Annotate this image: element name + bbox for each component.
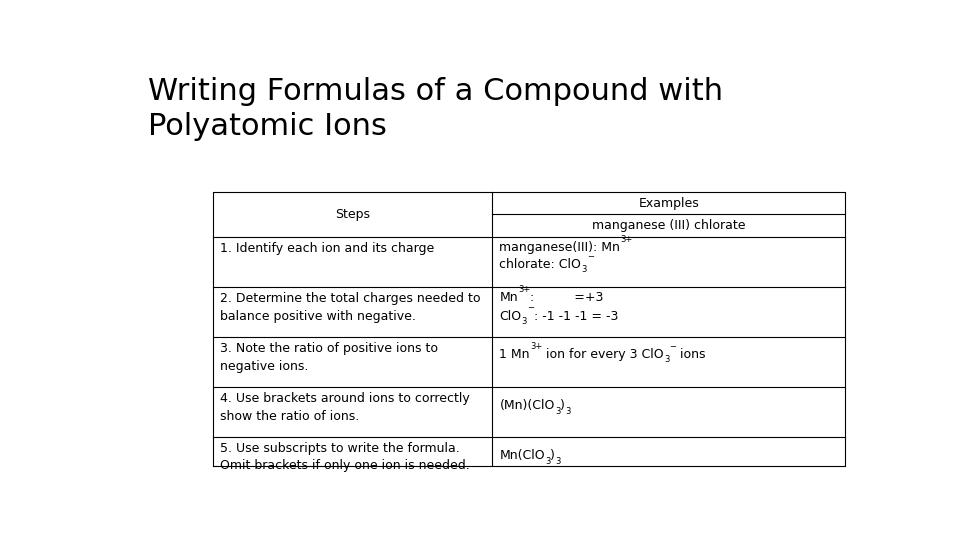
Text: 3: 3: [545, 456, 550, 465]
Text: chlorate: ClO: chlorate: ClO: [499, 258, 582, 271]
Text: (Mn)(ClO: (Mn)(ClO: [499, 400, 555, 413]
Text: 3: 3: [582, 266, 587, 274]
Text: Steps: Steps: [335, 208, 370, 221]
Text: 3+: 3+: [518, 285, 530, 294]
Text: Examples: Examples: [638, 197, 699, 210]
Text: ions: ions: [676, 348, 706, 361]
Text: 2. Determine the total charges needed to
balance positive with negative.: 2. Determine the total charges needed to…: [221, 292, 481, 323]
Text: 3+: 3+: [530, 342, 542, 351]
Text: 3: 3: [555, 456, 561, 465]
Text: 3. Note the ratio of positive ions to
negative ions.: 3. Note the ratio of positive ions to ne…: [221, 342, 439, 373]
Text: 3+: 3+: [620, 235, 633, 244]
Text: ClO: ClO: [499, 309, 521, 323]
Text: 5. Use subscripts to write the formula.
Omit brackets if only one ion is needed.: 5. Use subscripts to write the formula. …: [221, 442, 470, 472]
Text: 3: 3: [663, 355, 669, 364]
Text: manganese(III): Mn: manganese(III): Mn: [499, 241, 620, 254]
Text: ): ): [561, 400, 565, 413]
Text: : -1 -1 -1 = -3: : -1 -1 -1 = -3: [534, 309, 618, 323]
Text: 4. Use brackets around ions to correctly
show the ratio of ions.: 4. Use brackets around ions to correctly…: [221, 392, 470, 422]
Text: ): ): [550, 449, 555, 462]
Text: 1. Identify each ion and its charge: 1. Identify each ion and its charge: [221, 242, 435, 255]
Text: manganese (III) chlorate: manganese (III) chlorate: [592, 219, 746, 232]
Text: Writing Formulas of a Compound with
Polyatomic Ions: Writing Formulas of a Compound with Poly…: [148, 77, 724, 141]
Text: ion for every 3 ClO: ion for every 3 ClO: [542, 348, 663, 361]
Text: 3: 3: [521, 317, 527, 326]
Text: :          =+3: : =+3: [530, 291, 604, 304]
Text: −: −: [527, 303, 534, 313]
Text: 3: 3: [565, 407, 570, 416]
Text: −: −: [587, 252, 593, 261]
Text: 3: 3: [555, 407, 561, 416]
Text: Mn(ClO: Mn(ClO: [499, 449, 545, 462]
Text: −: −: [669, 342, 676, 351]
Text: 1 Mn: 1 Mn: [499, 348, 530, 361]
Text: Mn: Mn: [499, 291, 518, 304]
